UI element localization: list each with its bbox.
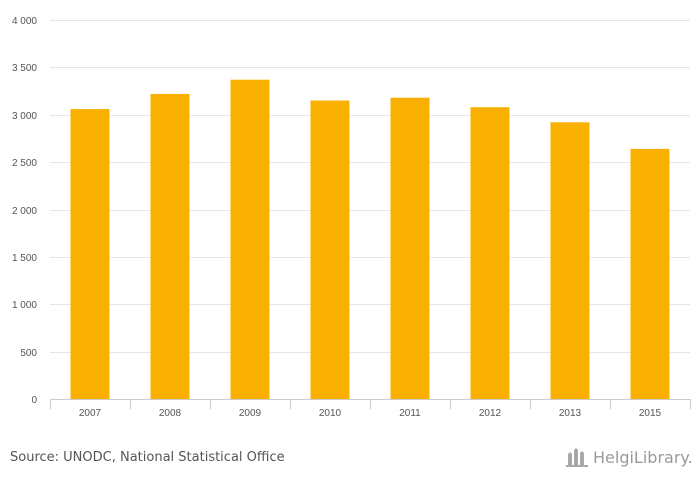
y-tick-label: 1 000 bbox=[12, 300, 37, 311]
library-building-icon bbox=[566, 448, 588, 467]
y-tick-label: 3 000 bbox=[12, 111, 37, 122]
bar bbox=[230, 79, 270, 399]
x-tick-label: 2007 bbox=[79, 408, 102, 419]
x-tick-label: 2012 bbox=[479, 408, 502, 419]
bar bbox=[150, 93, 190, 399]
bar bbox=[550, 122, 590, 399]
bars bbox=[70, 79, 670, 400]
bar bbox=[70, 109, 110, 399]
y-tick-label: 500 bbox=[20, 348, 37, 359]
bar bbox=[310, 100, 350, 399]
x-tick-label: 2013 bbox=[559, 408, 582, 419]
x-tick-label: 2008 bbox=[159, 408, 182, 419]
y-tick-label: 3 500 bbox=[12, 63, 37, 74]
x-tick-label: 2015 bbox=[639, 408, 662, 419]
grid-lines bbox=[50, 20, 690, 353]
bar bbox=[630, 148, 670, 399]
y-axis: 0 500 1 000 1 500 2 000 2 500 3 000 3 500 4 000 bbox=[12, 16, 37, 406]
helgi-library-logo: HelgiLibrary. bbox=[566, 447, 693, 467]
bar bbox=[390, 97, 430, 399]
x-tick-label: 2010 bbox=[319, 408, 342, 419]
y-tick-label: 2 500 bbox=[12, 158, 37, 169]
source-note: Source: UNODC, National Statistical Offi… bbox=[10, 450, 285, 465]
y-tick-label: 4 000 bbox=[12, 16, 37, 27]
y-tick-label: 0 bbox=[31, 395, 37, 406]
logo-text: HelgiLibrary. bbox=[593, 447, 693, 467]
x-axis: 2007 2008 2009 2010 2011 2012 2013 2015 bbox=[50, 399, 691, 419]
y-tick-label: 2 000 bbox=[12, 206, 37, 217]
x-tick-label: 2009 bbox=[239, 408, 262, 419]
bar bbox=[470, 107, 510, 400]
y-tick-label: 1 500 bbox=[12, 253, 37, 264]
x-tick-label: 2011 bbox=[399, 408, 421, 419]
